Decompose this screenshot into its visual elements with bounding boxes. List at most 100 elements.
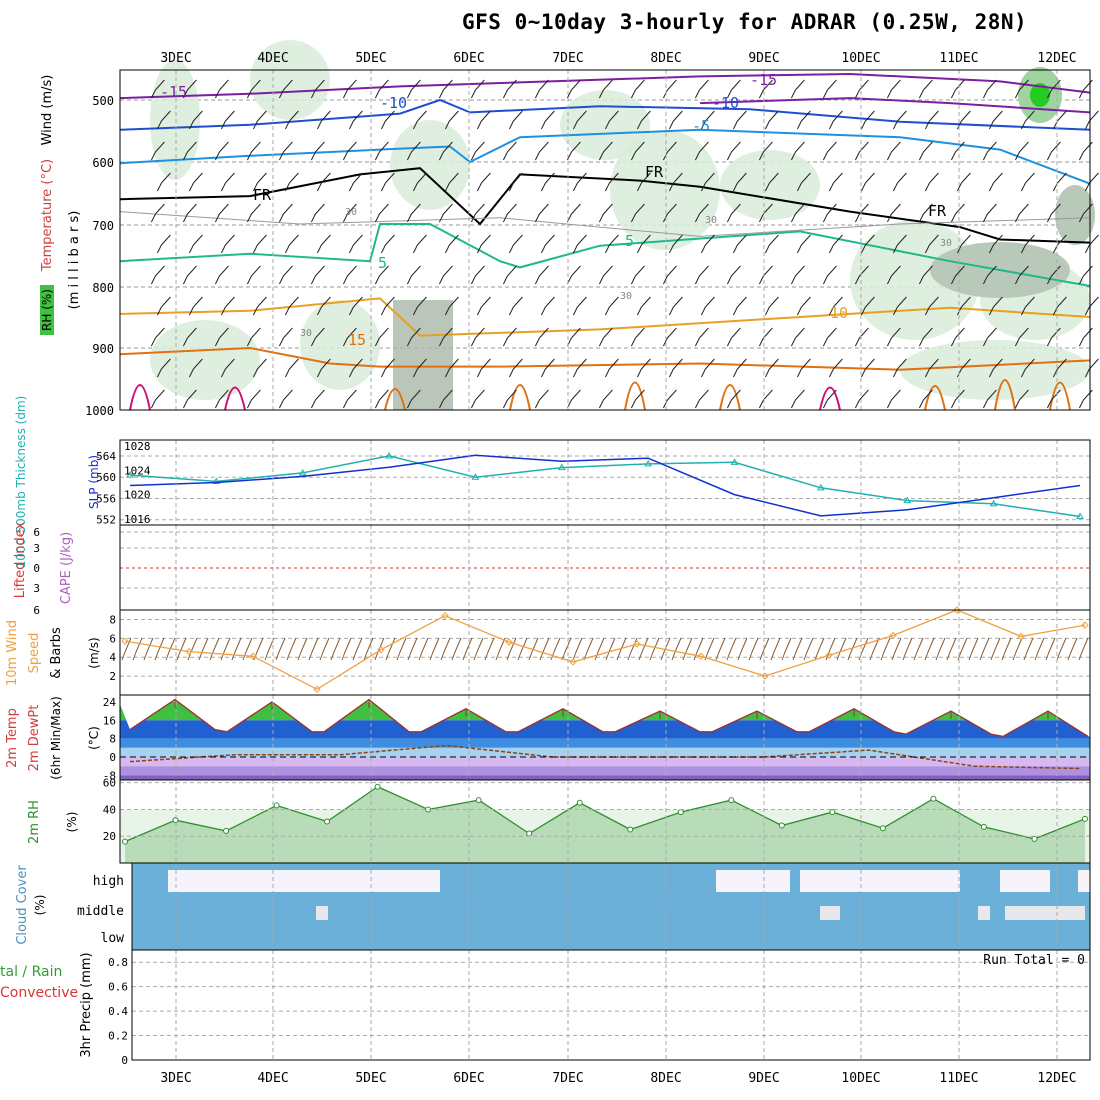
wind-barb xyxy=(726,327,741,347)
wind-barb xyxy=(540,358,555,378)
wind-barb xyxy=(380,234,395,254)
panel-backgrounds xyxy=(40,285,54,335)
wind-barb xyxy=(470,79,485,99)
thickness-marker xyxy=(385,451,393,459)
wind-barb xyxy=(924,296,939,316)
wind-barb-10m xyxy=(165,637,176,661)
rh-shading-max xyxy=(1030,83,1050,107)
wind-barb xyxy=(988,234,1003,254)
wind-barb xyxy=(790,389,805,409)
wind-barb-10m xyxy=(473,637,484,661)
wind-barb xyxy=(508,172,523,192)
wind-barb xyxy=(982,203,997,223)
wind-barb xyxy=(444,110,459,130)
wind-barb xyxy=(700,172,715,192)
axis-label-millibars: (m i l l i b a r s) xyxy=(67,211,82,310)
wind-barb xyxy=(348,296,363,316)
wind-barb-10m xyxy=(913,637,924,661)
wind-barb xyxy=(764,358,779,378)
wind-barb-10m xyxy=(671,637,682,661)
isotherm-line xyxy=(119,98,1091,131)
thickness-tick: 556 xyxy=(96,492,116,505)
panel-frame xyxy=(119,69,1091,411)
wind-barb xyxy=(444,296,459,316)
wind-barb xyxy=(470,141,485,161)
wind-barb xyxy=(540,110,555,130)
wind-barb xyxy=(182,327,197,347)
isotherm-line xyxy=(119,297,1091,337)
wind-barb xyxy=(412,172,427,192)
wind-barb xyxy=(278,203,293,223)
wind-barb-10m xyxy=(231,637,242,661)
thickness-slp-panel xyxy=(120,451,1090,521)
wind-barb xyxy=(284,110,299,130)
wind-barb-10m xyxy=(330,637,341,661)
wind-barb xyxy=(1014,203,1029,223)
wind-barb xyxy=(156,234,171,254)
wind-barb xyxy=(438,327,453,347)
wind-barb-10m xyxy=(176,637,187,661)
wind-barb xyxy=(764,234,779,254)
wind-barb xyxy=(342,389,357,409)
panel-frame xyxy=(131,949,1091,1061)
wind-barb xyxy=(470,203,485,223)
wind-barb xyxy=(246,79,261,99)
wind-barb xyxy=(1014,265,1029,285)
li-tick: 3 xyxy=(33,582,40,595)
wind-barb xyxy=(316,110,331,130)
wind-barb xyxy=(764,296,779,316)
wind-barb xyxy=(924,234,939,254)
wind-barb xyxy=(188,110,203,130)
wind-barb-10m xyxy=(374,637,385,661)
wind-marker xyxy=(889,631,897,640)
wind-barb xyxy=(694,265,709,285)
wind-barb xyxy=(892,110,907,130)
temp-band xyxy=(120,738,1090,748)
axis-label-speed: Speed xyxy=(27,633,42,674)
wind-barb xyxy=(732,358,747,378)
contour-label: 30 xyxy=(345,207,357,218)
precip-tick: 0 xyxy=(121,1054,128,1067)
wind-barb xyxy=(636,110,651,130)
wind-barb xyxy=(284,234,299,254)
wind-barb xyxy=(668,110,683,130)
day-label-top: 9DEC xyxy=(748,51,779,66)
rh-marker xyxy=(930,795,937,802)
wind-barb xyxy=(438,265,453,285)
panel-frames xyxy=(119,69,1091,1061)
wind-barb xyxy=(764,172,779,192)
precip-legend-convective: Convective xyxy=(0,985,78,1001)
wind-barb xyxy=(796,358,811,378)
rh-tick: 40 xyxy=(103,803,116,816)
wind-barb xyxy=(854,141,869,161)
wind-barb xyxy=(1020,358,1035,378)
wind-barb xyxy=(950,327,965,347)
cloud-level-label: low xyxy=(101,931,125,946)
wind-barb xyxy=(604,110,619,130)
pressure-tick-label: 800 xyxy=(92,281,114,295)
wind-barb-10m xyxy=(880,637,891,661)
wind-barb xyxy=(438,389,453,409)
wind-barb-10m xyxy=(693,637,704,661)
rh-marker xyxy=(122,838,128,845)
wind-barb xyxy=(374,327,389,347)
contour-label: 15 xyxy=(348,331,366,349)
wind-barb xyxy=(604,172,619,192)
wind-barb xyxy=(534,265,549,285)
wind-barb xyxy=(182,389,197,409)
contour-label: -10 xyxy=(380,94,407,112)
wind-barb-10m xyxy=(968,637,979,661)
wind-barb-10m xyxy=(704,637,715,661)
wind-barb xyxy=(566,389,581,409)
wind-barb xyxy=(726,79,741,99)
wind-marker xyxy=(1081,621,1089,629)
wind-barb xyxy=(412,296,427,316)
wind-barb xyxy=(950,265,965,285)
wind-barb-10m xyxy=(616,637,627,661)
thickness-line xyxy=(129,455,1081,518)
temp-tick: -8 xyxy=(103,769,116,782)
cloud-level-label: high xyxy=(93,874,124,889)
wind-barb xyxy=(630,141,645,161)
rh-shading xyxy=(300,300,380,390)
wind-barb xyxy=(534,203,549,223)
